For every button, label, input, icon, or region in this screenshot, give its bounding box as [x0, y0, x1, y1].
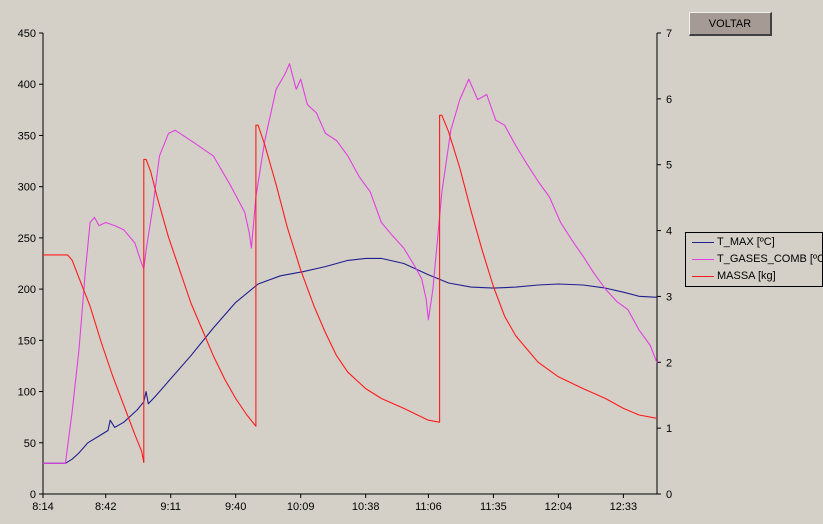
x-tick-label: 11:06 [415, 501, 442, 513]
right-y-tick-label: 4 [666, 226, 672, 238]
series-line-t-max [43, 257, 658, 464]
legend-item-t-max: T_MAX [ºC] [692, 236, 775, 248]
right-y-tick-label: 6 [666, 94, 672, 106]
left-y-tick-label: 300 [18, 182, 36, 194]
series-line-massa [43, 114, 658, 463]
legend-item-t-gases-comb: T_GASES_COMB [ºC] [692, 253, 823, 265]
x-tick-label: 8:42 [95, 501, 116, 513]
left-y-tick-label: 0 [30, 489, 36, 501]
legend-swatch-t-gases-comb [692, 258, 714, 260]
x-tick-label: 11:35 [480, 501, 507, 513]
right-y-tick-label: 2 [666, 357, 672, 369]
chart-legend: T_MAX [ºC] T_GASES_COMB [ºC] MASSA [kg] [685, 232, 823, 287]
right-y-tick-label: 0 [666, 489, 672, 501]
left-y-tick-label: 150 [18, 335, 36, 347]
left-y-tick-label: 350 [18, 130, 36, 142]
legend-swatch-t-max [692, 241, 714, 243]
left-y-tick-label: 100 [18, 387, 36, 399]
x-tick-label: 10:09 [287, 501, 315, 513]
x-tick-label: 9:40 [225, 501, 246, 513]
left-y-tick-label: 400 [18, 79, 36, 91]
left-y-tick-label: 450 [18, 28, 36, 40]
voltar-button[interactable]: VOLTAR [689, 12, 772, 36]
left-y-tick-label: 200 [18, 284, 36, 296]
legend-label-massa: MASSA [kg] [717, 270, 776, 282]
legend-label-t-max: T_MAX [ºC] [717, 236, 775, 248]
left-y-tick-label: 250 [18, 233, 36, 245]
left-y-tick-label: 50 [24, 438, 36, 450]
plot-area: 0 50 100 150 200 250 300 350 400 450 0 1 2 3 4 5 6 7 8:14 8… [18, 28, 672, 513]
legend-swatch-massa [692, 275, 714, 277]
x-tick-label: 12:33 [610, 501, 638, 513]
right-y-tick-label: 1 [666, 423, 672, 435]
x-tick-label: 12:04 [545, 501, 573, 513]
right-y-tick-label: 7 [666, 28, 672, 40]
right-y-tick-label: 3 [666, 291, 672, 303]
series-line-t-gases-comb [43, 63, 658, 464]
legend-label-t-gases-comb: T_GASES_COMB [ºC] [717, 253, 823, 265]
x-tick-label: 10:38 [352, 501, 380, 513]
x-tick-label: 9:11 [160, 501, 181, 513]
right-y-tick-label: 5 [666, 160, 672, 172]
x-tick-label: 8:14 [32, 501, 53, 513]
legend-item-massa: MASSA [kg] [692, 270, 776, 282]
